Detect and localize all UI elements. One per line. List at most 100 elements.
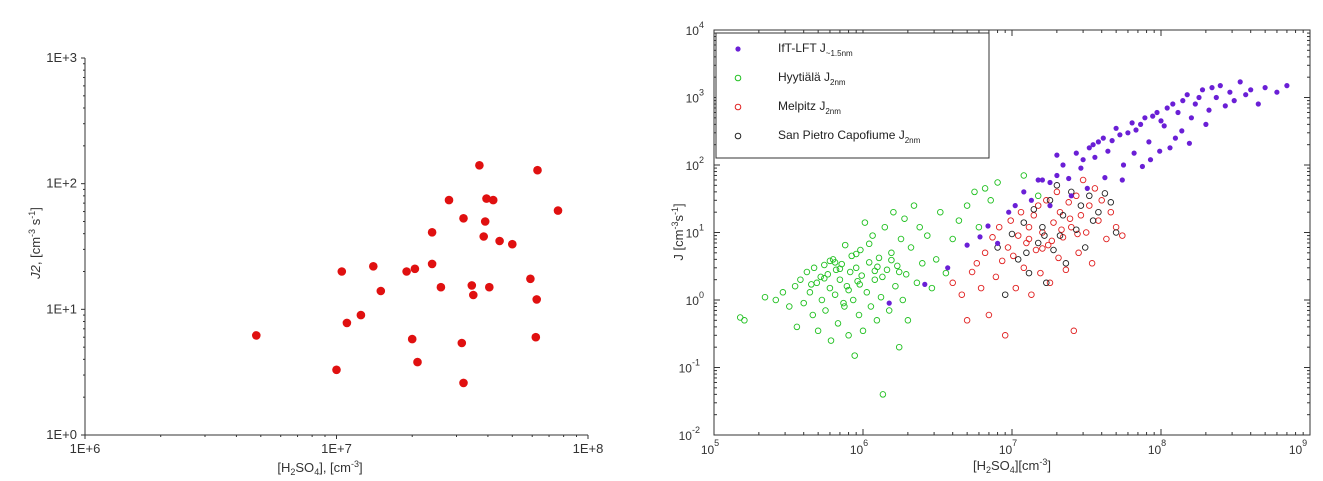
right-data-point-filled (1213, 94, 1219, 101)
right-data-point-open (831, 291, 839, 298)
legend-marker-ift-lft (735, 46, 741, 52)
right-data-point-filled (1157, 148, 1163, 154)
left-data-point (485, 282, 494, 292)
right-data-point-filled (1080, 157, 1086, 163)
right-x-tick-label: 108 (1148, 438, 1166, 457)
right-data-point-filled (1227, 89, 1233, 95)
right-data-point-open (916, 223, 923, 231)
right-data-point-filled (1142, 115, 1148, 121)
right-data-point-open (1107, 208, 1115, 216)
right-data-point-open (800, 299, 807, 307)
right-data-point-filled (1248, 87, 1254, 93)
right-data-point-filled (1243, 92, 1249, 98)
right-data-point-open (808, 281, 815, 288)
right-data-point-open (985, 311, 993, 319)
right-y-tick-label: 104 (686, 20, 704, 38)
right-data-point-open (1058, 226, 1065, 233)
right-data-point-open (907, 244, 915, 251)
right-data-point-open (1046, 197, 1054, 204)
right-data-point-filled (1179, 128, 1185, 134)
right-data-point-filled (1095, 139, 1101, 145)
right-data-point-open (995, 223, 1003, 231)
right-data-point-open (836, 276, 844, 283)
right-data-point-open (1023, 239, 1030, 247)
right-data-point-open (1053, 182, 1061, 189)
right-data-point-filled (1073, 150, 1079, 156)
right-data-point-open (1077, 202, 1085, 209)
right-data-point-filled (1196, 94, 1202, 101)
right-data-point-filled (1139, 163, 1145, 170)
right-data-point-open (861, 219, 869, 226)
right-data-point-filled (1186, 140, 1192, 146)
right-data-point-filled (1060, 162, 1066, 168)
right-data-point-filled (1086, 145, 1092, 151)
right-data-point-open (874, 263, 881, 271)
right-data-point-filled (1161, 123, 1167, 129)
left-x-tick-label: 1E+8 (573, 441, 604, 456)
right-data-point-filled (1125, 130, 1131, 136)
right-data-point-filled (1131, 150, 1137, 156)
right-data-point-open (1012, 284, 1020, 292)
right-data-point-open (1020, 172, 1028, 179)
right-data-point-open (883, 266, 891, 274)
right-data-point-filled (1175, 109, 1181, 116)
left-data-point (482, 194, 491, 203)
right-data-point-open (1043, 279, 1050, 287)
right-data-point-open (1010, 252, 1017, 260)
right-data-point-open (1070, 327, 1078, 335)
legend-marker-san-pietro (734, 132, 742, 140)
right-data-point-filled (922, 281, 928, 287)
right-data-point-open (1073, 192, 1080, 200)
right-data-point-open (913, 279, 921, 287)
right-data-point-open (975, 223, 983, 231)
right-data-point-open (1025, 235, 1033, 243)
right-data-point-open (1046, 279, 1054, 287)
right-data-point-open (1091, 185, 1099, 192)
right-data-point-open (894, 262, 901, 270)
right-data-point-open (877, 293, 885, 301)
right-data-point-open (1028, 291, 1035, 298)
right-data-point-open (1082, 229, 1090, 236)
right-data-point-open (741, 317, 748, 324)
right-data-point-filled (1138, 121, 1144, 127)
right-data-point-open (1017, 208, 1025, 216)
right-data-point-filled (985, 223, 991, 229)
right-data-point-filled (1006, 209, 1012, 215)
right-data-point-open (901, 215, 908, 222)
right-data-point-open (1112, 223, 1120, 231)
left-data-point (407, 334, 417, 344)
right-data-point-open (822, 307, 829, 314)
right-data-point-filled (1133, 127, 1139, 133)
right-data-point-filled (1090, 142, 1096, 148)
right-data-point-filled (1222, 103, 1228, 109)
right-data-point-open (994, 179, 1001, 186)
right-data-point-filled (1054, 152, 1060, 158)
right-data-point-filled (1047, 179, 1053, 186)
left-data-point (356, 310, 366, 320)
left-data-point (459, 378, 468, 388)
right-data-point-open (1062, 260, 1070, 267)
right-data-point-open (1007, 217, 1014, 224)
right-x-tick-label: 105 (701, 438, 719, 457)
right-data-point-open (1066, 215, 1074, 222)
right-data-point-filled (1146, 139, 1152, 145)
right-data-point-open (1073, 226, 1080, 233)
right-data-point-open (856, 281, 863, 288)
right-data-point-open (888, 249, 895, 257)
right-data-point-open (1032, 246, 1040, 254)
left-data-point (402, 267, 411, 276)
right-data-point-open (1112, 229, 1120, 236)
right-data-point-open (867, 303, 875, 310)
right-data-point-filled (1199, 87, 1206, 93)
right-data-point-open (855, 311, 863, 319)
right-data-point-open (1079, 176, 1087, 184)
right-data-point-open (1055, 254, 1062, 262)
right-data-point-open (814, 327, 822, 335)
right-data-point-filled (1119, 177, 1125, 183)
right-data-point-open (827, 337, 835, 344)
left-data-point (459, 214, 468, 223)
right-data-point-open (1098, 197, 1105, 204)
left-ticks: 1E+0 1E+1 1E+2 1E+3 1E+6 1E+7 1E+8 (46, 50, 603, 456)
right-data-point-open (873, 317, 881, 324)
right-data-point-open (1014, 232, 1022, 239)
